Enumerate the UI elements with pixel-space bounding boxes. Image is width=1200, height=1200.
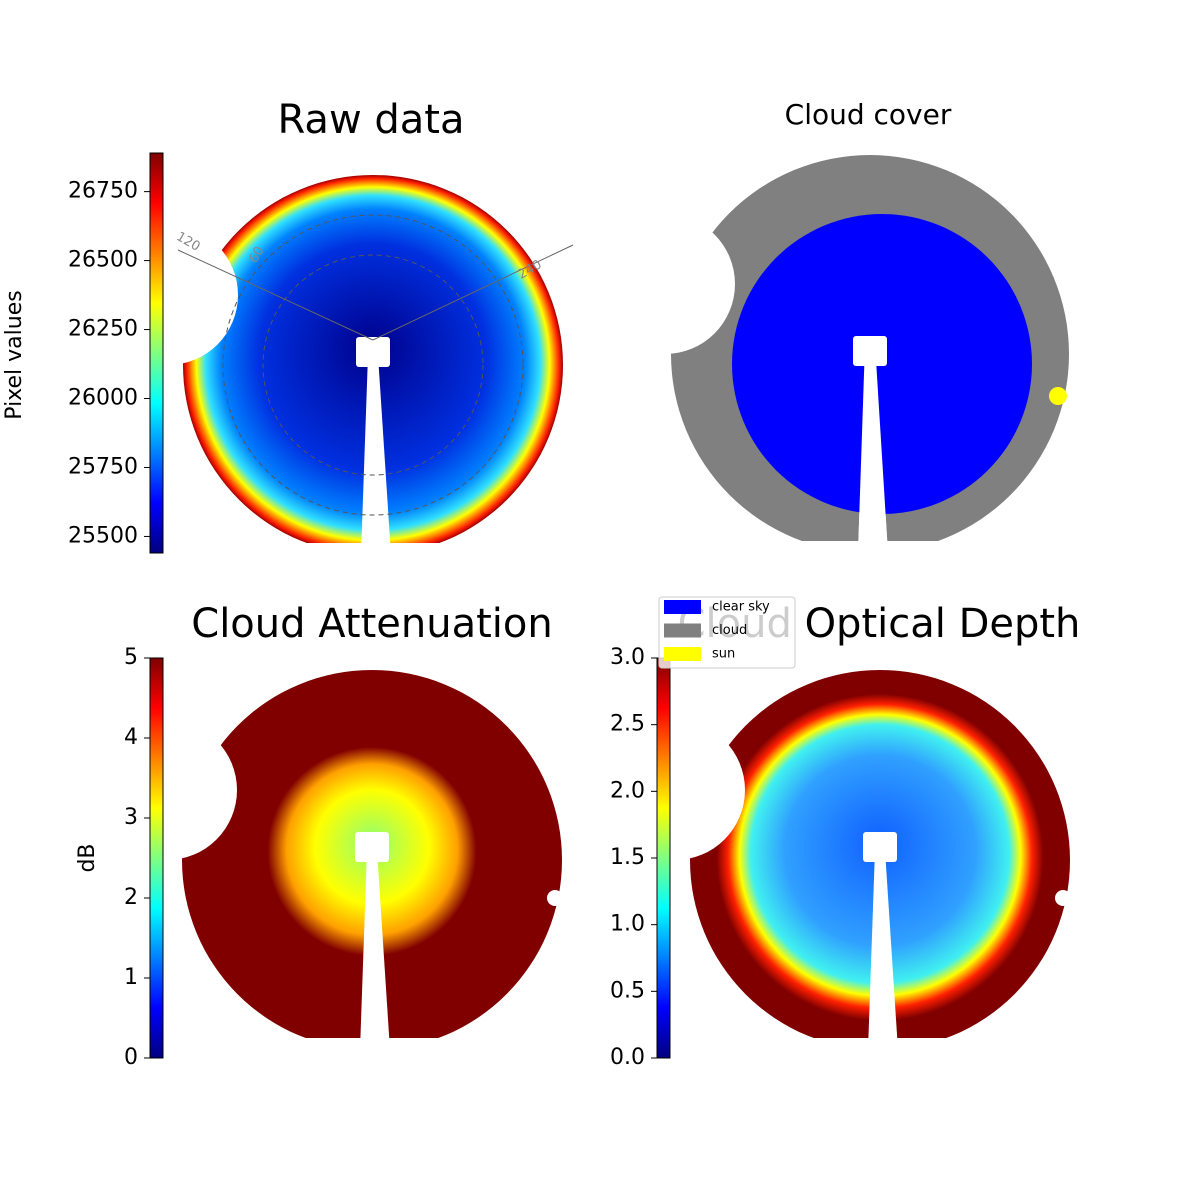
colorbar-tick-label: 3.0: [610, 645, 645, 670]
sun-mask: [1055, 890, 1071, 906]
sun-marker: [1049, 387, 1067, 405]
colorbar: [656, 657, 671, 1059]
colorbar: [149, 657, 164, 1059]
colorbar-tick-label: 0: [124, 1045, 138, 1070]
mast-head: [356, 337, 390, 367]
legend-label: sun: [712, 647, 735, 662]
colorbar-tick-label: 25500: [68, 523, 138, 548]
mast-head: [355, 832, 389, 862]
panel-title: Cloud Attenuation: [191, 601, 552, 647]
colorbar-tick-label: 26250: [68, 317, 138, 342]
polar-grid: [262, 254, 484, 476]
disk-cutout: [595, 214, 735, 354]
colorbar: [149, 152, 164, 554]
disk-cutout: [97, 720, 237, 860]
mast-head: [853, 336, 887, 366]
mast: [361, 355, 391, 555]
mast-head: [863, 832, 897, 862]
colorbar-tick-label: 26750: [68, 179, 138, 204]
colorbar-tick-label: 5: [124, 645, 138, 670]
colorbar-tick-label: 2.0: [610, 778, 645, 803]
colorbar-tick-label: 3: [124, 805, 138, 830]
colorbar-tick-label: 1: [124, 965, 138, 990]
disk-cutout: [98, 225, 238, 365]
colorbar-label: Pixel values: [2, 290, 27, 419]
colorbar-tick-label: 26500: [68, 248, 138, 273]
colorbar-tick-label: 2: [124, 885, 138, 910]
legend-patch: [664, 623, 701, 638]
colorbar-tick-label: 1.0: [610, 912, 645, 937]
colorbar-tick-label: 1.5: [610, 845, 645, 870]
legend-label: clear sky: [712, 600, 770, 615]
colorbar-tick-label: 4: [124, 725, 138, 750]
polar-grid: [222, 214, 524, 516]
legend-patch: [664, 647, 701, 661]
colorbar-tick-label: 2.5: [610, 712, 645, 737]
polar-spoke: [372, 244, 574, 341]
colorbar-label: dB: [75, 843, 100, 872]
polar-label: 60: [246, 244, 267, 266]
polar-spoke: [177, 249, 374, 341]
panel-title: Raw data: [278, 97, 465, 143]
sun-mask: [547, 890, 563, 906]
colorbar-tick-label: 0.5: [610, 978, 645, 1003]
disk-cutout: [605, 720, 745, 860]
colorbar-tick-label: 26000: [68, 386, 138, 411]
mast: [360, 850, 390, 1050]
legend-patch: [664, 600, 701, 614]
colorbar-tick-label: 25750: [68, 454, 138, 479]
mast: [868, 850, 898, 1050]
colorbar-tick-label: 0.0: [610, 1045, 645, 1070]
panel-title: Cloud cover: [785, 98, 952, 131]
mast: [858, 344, 888, 553]
legend-label: cloud: [712, 623, 747, 638]
